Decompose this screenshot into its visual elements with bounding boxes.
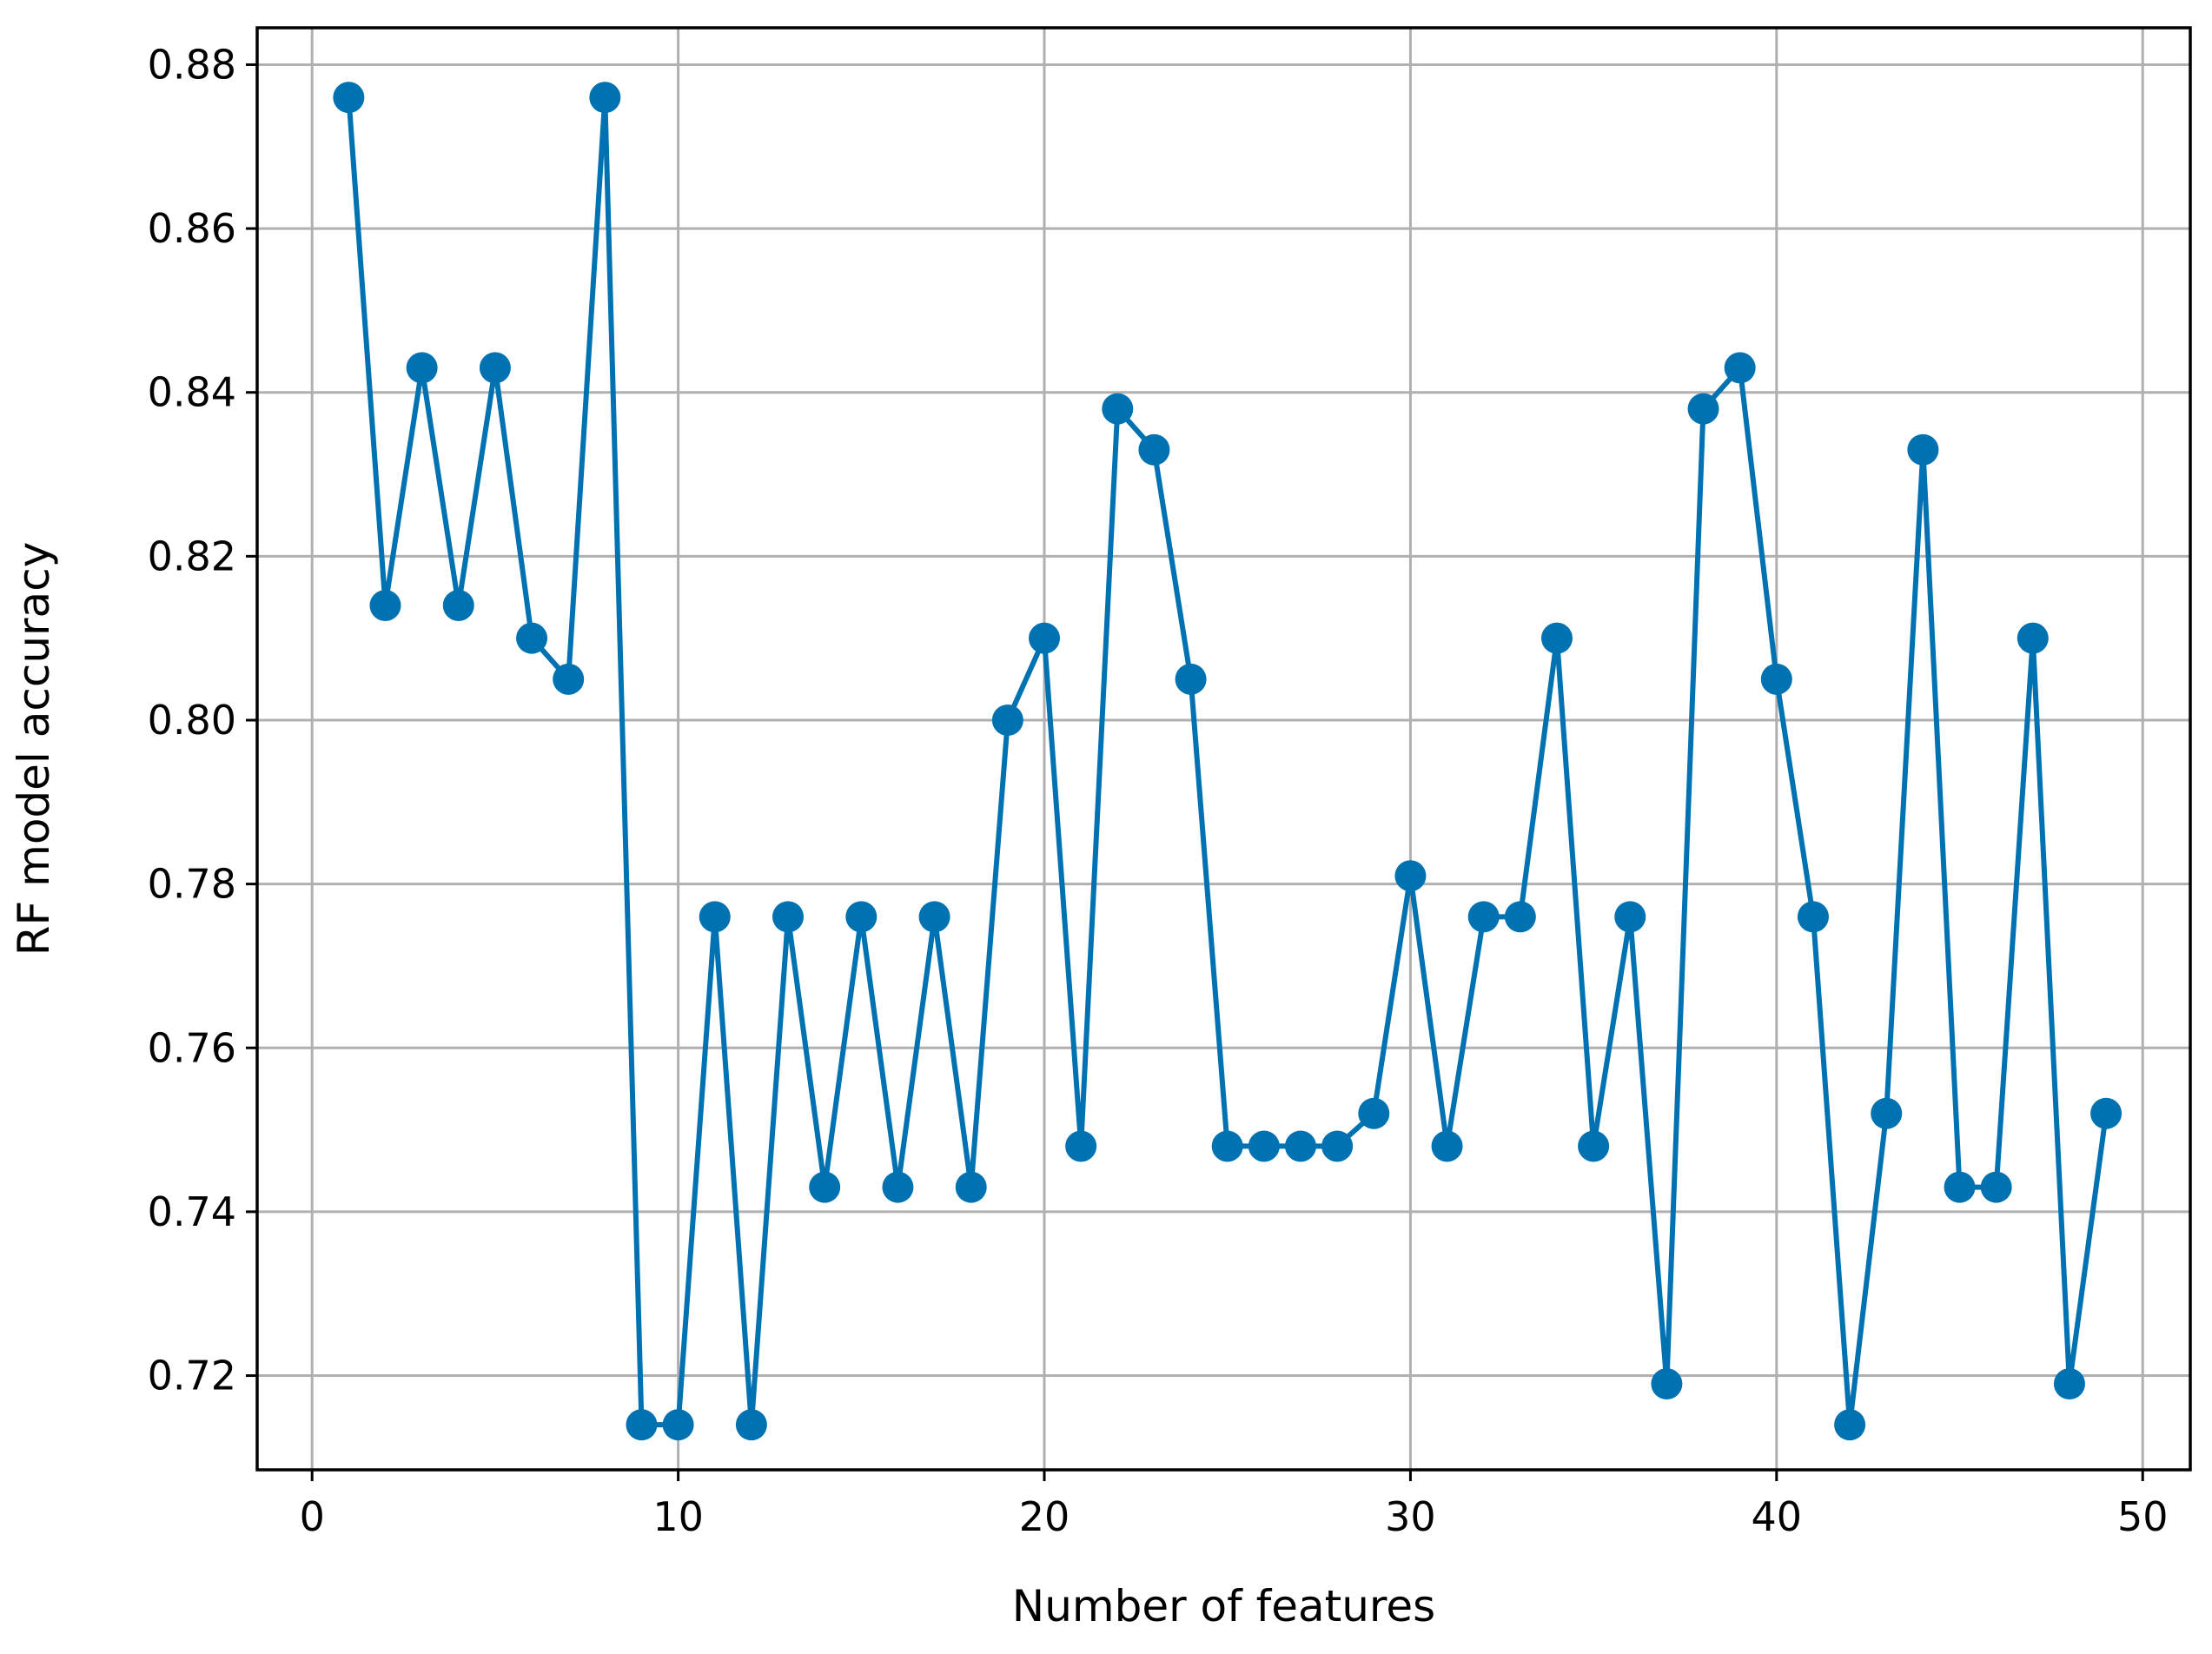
data-point — [1578, 1130, 1610, 1162]
data-point — [918, 901, 950, 933]
plot-frame — [255, 26, 2192, 1472]
series-line — [346, 95, 2109, 1428]
x-tick-label: 40 — [1752, 1493, 1803, 1540]
data-point — [1358, 1097, 1390, 1129]
data-point — [442, 589, 474, 621]
x-tick-label: 0 — [300, 1493, 325, 1540]
data-point — [1687, 393, 1719, 425]
data-point — [1944, 1171, 1976, 1203]
data-point — [1248, 1130, 1280, 1162]
data-point — [1834, 1409, 1866, 1441]
x-axis-label: Number of features — [1012, 1581, 1435, 1631]
data-point — [1760, 663, 1792, 695]
y-tick-label: 0.76 — [148, 1024, 236, 1071]
data-point — [553, 663, 585, 695]
data-point — [1467, 901, 1500, 933]
data-point — [882, 1171, 914, 1203]
data-point — [1724, 352, 1756, 384]
grid-lines — [257, 28, 2190, 1470]
data-point — [809, 1171, 841, 1203]
data-point — [589, 82, 621, 114]
data-point — [626, 1409, 658, 1441]
data-point — [955, 1171, 987, 1203]
y-tick-label: 0.78 — [148, 861, 236, 908]
data-point — [1980, 1171, 2012, 1203]
y-axis-label: RF model accuracy — [9, 542, 59, 956]
data-point — [406, 352, 438, 384]
y-tick-label: 0.88 — [148, 41, 236, 88]
data-point — [333, 82, 365, 114]
data-point — [479, 352, 511, 384]
data-point — [1797, 901, 1829, 933]
data-point — [1029, 622, 1061, 654]
x-tick-label: 20 — [1019, 1493, 1070, 1540]
data-point — [735, 1409, 767, 1441]
data-point — [662, 1409, 694, 1441]
x-tick-label: 50 — [2117, 1493, 2169, 1540]
x-tick-label: 10 — [652, 1493, 704, 1540]
y-tick-label: 0.86 — [148, 205, 236, 252]
data-point — [516, 622, 548, 654]
data-point — [1431, 1130, 1463, 1162]
data-point — [1138, 433, 1170, 466]
y-tick-label: 0.80 — [148, 697, 236, 744]
data-point — [991, 704, 1023, 736]
x-tick-label: 30 — [1385, 1493, 1436, 1540]
data-point — [1394, 860, 1427, 892]
data-point — [699, 901, 731, 933]
data-point — [1651, 1367, 1683, 1399]
axis-ticks: 0 10 20 30 40 50 0.72 0.74 0.76 0.78 0.80 0.82 0.84 0… — [148, 41, 2169, 1540]
data-point — [1540, 622, 1573, 654]
data-point — [2017, 622, 2049, 654]
data-point — [2090, 1097, 2123, 1129]
data-point — [1211, 1130, 1243, 1162]
data-point — [845, 901, 878, 933]
y-tick-label: 0.74 — [148, 1188, 236, 1235]
data-point — [772, 901, 805, 933]
data-point — [1102, 393, 1134, 425]
series-layer — [333, 82, 2123, 1441]
data-point — [1175, 663, 1207, 695]
data-point — [1907, 433, 1939, 466]
data-point — [2053, 1367, 2085, 1399]
y-tick-label: 0.82 — [148, 533, 236, 579]
data-point — [1065, 1130, 1097, 1162]
y-tick-label: 0.84 — [148, 369, 236, 416]
data-point — [1614, 901, 1646, 933]
data-point — [1504, 901, 1536, 933]
data-point — [369, 589, 401, 621]
y-tick-label: 0.72 — [148, 1353, 236, 1399]
data-point — [1321, 1130, 1354, 1162]
data-point — [1871, 1097, 1903, 1129]
data-point — [1284, 1130, 1316, 1162]
